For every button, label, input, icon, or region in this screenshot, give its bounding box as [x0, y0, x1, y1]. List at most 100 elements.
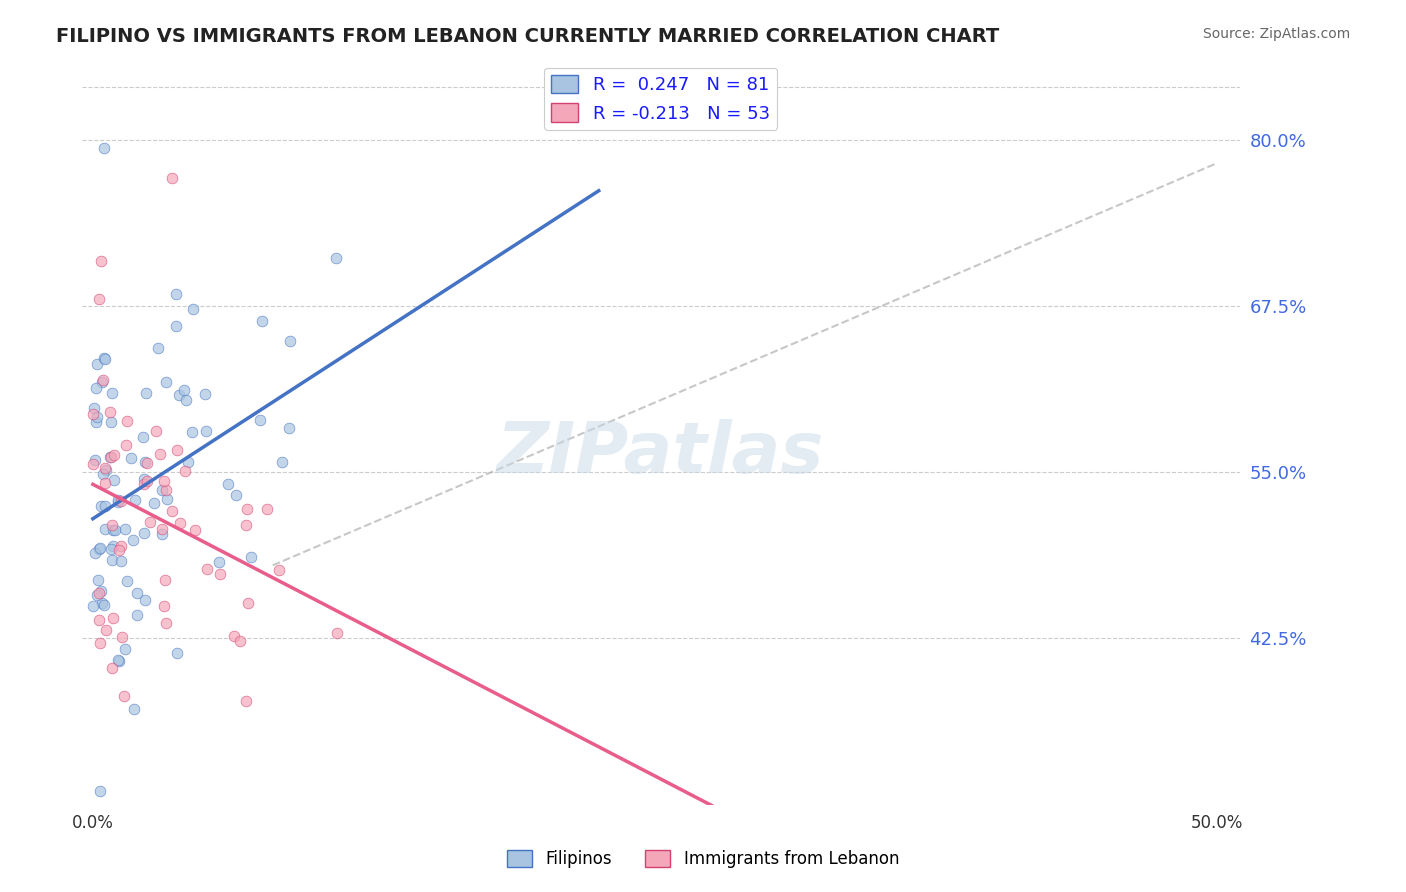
Point — [325, 251, 347, 265]
Legend: Filipinos, Immigrants from Lebanon: Filipinos, Immigrants from Lebanon — [501, 843, 905, 875]
Point — [93, 461, 115, 475]
Point — [208, 555, 231, 569]
Point — [177, 455, 200, 469]
Point — [125, 608, 148, 623]
Point — [197, 562, 219, 576]
Point — [114, 438, 136, 452]
Point — [93, 598, 115, 612]
Point — [267, 562, 290, 576]
Point — [94, 500, 117, 514]
Point — [155, 483, 177, 497]
Point — [100, 517, 122, 532]
Point — [194, 424, 217, 438]
Point — [89, 586, 111, 600]
Point — [100, 661, 122, 675]
Point — [132, 472, 155, 486]
Legend: R =  0.247   N = 81, R = -0.213   N = 53: R = 0.247 N = 81, R = -0.213 N = 53 — [544, 68, 778, 130]
Point — [86, 358, 108, 372]
Point — [155, 615, 177, 630]
Point — [100, 542, 122, 557]
Point — [100, 450, 122, 465]
Point — [82, 457, 104, 471]
Point — [122, 533, 145, 547]
Point — [174, 392, 197, 407]
Point — [149, 447, 172, 461]
Point — [156, 491, 179, 506]
Point — [115, 414, 138, 428]
Point — [120, 451, 142, 466]
Point — [132, 477, 155, 491]
Point — [103, 524, 125, 538]
Text: ZIPatlas: ZIPatlas — [496, 419, 824, 488]
Point — [235, 694, 257, 708]
Point — [91, 373, 114, 387]
Point — [173, 383, 195, 397]
Point — [103, 448, 125, 462]
Point — [93, 141, 115, 155]
Point — [169, 388, 191, 402]
Point — [122, 702, 145, 716]
Point — [111, 630, 134, 644]
Point — [150, 483, 173, 497]
Point — [134, 526, 156, 541]
Point — [138, 516, 160, 530]
Point — [94, 351, 117, 366]
Point — [89, 292, 111, 306]
Text: Source: ZipAtlas.com: Source: ZipAtlas.com — [1202, 27, 1350, 41]
Point — [103, 473, 125, 487]
Point — [249, 413, 271, 427]
Point — [90, 500, 112, 514]
Point — [96, 463, 118, 477]
Point — [93, 351, 115, 365]
Point — [110, 539, 132, 553]
Point — [325, 625, 347, 640]
Point — [86, 589, 108, 603]
Point — [110, 554, 132, 568]
Point — [150, 527, 173, 541]
Point — [107, 493, 129, 508]
Point — [82, 407, 104, 421]
Point — [165, 319, 187, 334]
Point — [94, 522, 117, 536]
Point — [134, 593, 156, 607]
Point — [174, 464, 197, 478]
Point — [93, 467, 115, 481]
Point — [150, 521, 173, 535]
Point — [90, 583, 112, 598]
Point — [155, 375, 177, 389]
Point — [115, 574, 138, 588]
Point — [165, 287, 187, 301]
Point — [83, 401, 105, 415]
Point — [166, 646, 188, 660]
Point — [98, 405, 121, 419]
Point — [87, 573, 110, 587]
Point — [236, 501, 259, 516]
Point — [225, 488, 247, 502]
Point — [91, 597, 114, 611]
Point — [238, 596, 260, 610]
Point — [107, 495, 129, 509]
Point — [108, 542, 131, 557]
Point — [229, 633, 252, 648]
Point — [181, 301, 204, 316]
Point — [127, 586, 149, 600]
Point — [101, 385, 124, 400]
Point — [84, 381, 107, 395]
Point — [108, 654, 131, 668]
Point — [84, 453, 107, 467]
Text: FILIPINO VS IMMIGRANTS FROM LEBANON CURRENTLY MARRIED CORRELATION CHART: FILIPINO VS IMMIGRANTS FROM LEBANON CURR… — [56, 27, 1000, 45]
Point — [278, 421, 301, 435]
Point — [110, 494, 132, 508]
Point — [87, 541, 110, 556]
Point — [169, 516, 191, 531]
Point — [152, 599, 174, 614]
Point — [94, 623, 117, 637]
Point — [217, 476, 239, 491]
Point — [89, 784, 111, 798]
Point — [135, 474, 157, 488]
Point — [160, 504, 183, 518]
Point — [135, 385, 157, 400]
Point — [89, 541, 111, 555]
Point — [101, 611, 124, 625]
Point — [90, 254, 112, 268]
